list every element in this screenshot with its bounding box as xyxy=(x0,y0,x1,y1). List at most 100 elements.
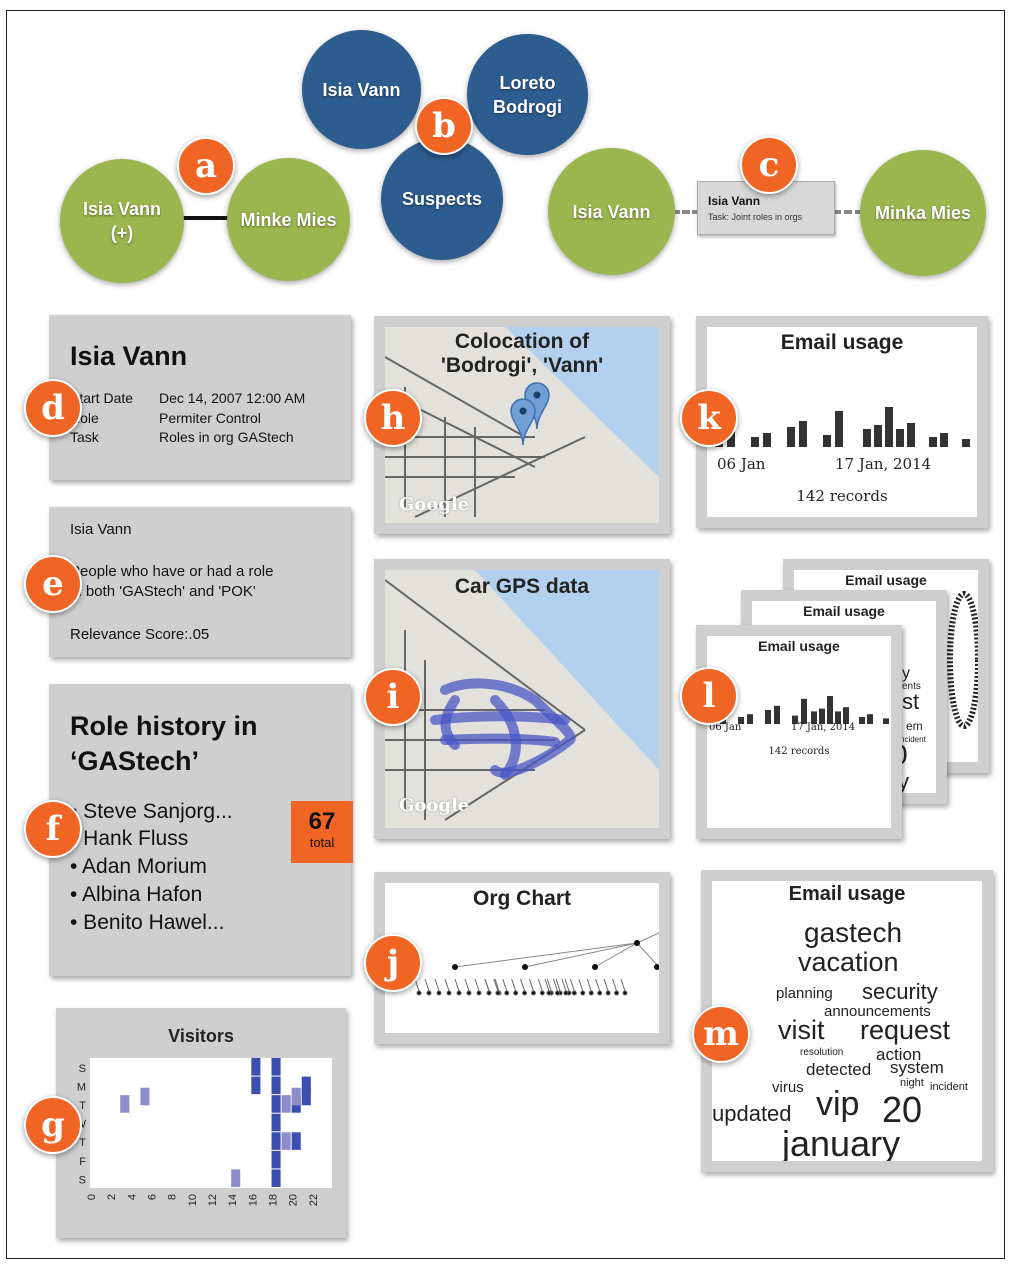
row-value-start: Dec 14, 2007 12:00 AM xyxy=(159,390,306,406)
car-gps-tile-i[interactable]: Google Car GPS data xyxy=(374,559,670,839)
heatmap-cell xyxy=(251,1076,261,1095)
org-leaf-edge xyxy=(569,978,575,992)
node-isia-vann-a[interactable]: Isia Vann (+) xyxy=(60,159,184,283)
email-usage-tile-k[interactable]: Email usage 06 Jan 17 Jan, 2014 142 reco… xyxy=(696,316,988,528)
heatmap-cell xyxy=(271,1076,281,1095)
day-label: T xyxy=(79,1137,86,1149)
email-bar xyxy=(883,718,889,724)
cloud-word: virus xyxy=(772,1079,804,1096)
gps-track xyxy=(430,678,576,780)
badge-d: d xyxy=(24,379,82,437)
cloud-word: incident xyxy=(930,1081,968,1093)
total-label: total xyxy=(309,835,335,850)
role-history-card-f[interactable]: Role history in ‘GAStech’ • Steve Sanjor… xyxy=(49,684,353,976)
email-bar xyxy=(940,433,948,447)
email-bar xyxy=(747,714,753,724)
org-leaf-node xyxy=(605,990,611,996)
k-title: Email usage xyxy=(780,331,904,354)
org-leaf-edge xyxy=(511,978,517,992)
f-item[interactable]: • Benito Hawel... xyxy=(70,911,225,934)
org-leaf-edge xyxy=(537,978,543,992)
org-leaf-edge xyxy=(552,978,558,992)
email-usage-stack-front[interactable]: Email usage 06 Jan 17 Jan, 2014 142 reco… xyxy=(696,625,902,839)
badge-m: m xyxy=(692,1005,750,1063)
email-bar xyxy=(835,411,843,447)
org-leaf-edge xyxy=(561,978,567,992)
edge-label-box-c[interactable]: Isia Vann Task: Joint roles in orgs xyxy=(697,181,835,235)
cloud-word: updated xyxy=(712,1101,792,1126)
node-suspects-b[interactable]: Suspects xyxy=(381,138,503,260)
word-cloud-area: Email usage gastech vacation planning se… xyxy=(712,881,982,1161)
k-date-end: 17 Jan, 2014 xyxy=(835,455,932,473)
org-leaf-node xyxy=(563,990,569,996)
email-bar xyxy=(801,698,807,724)
email-bar xyxy=(811,711,817,724)
colocation-map-tile-h[interactable]: Google Colocation of 'Bodrogi', 'Vann' xyxy=(374,316,670,534)
badge-f: f xyxy=(24,800,82,858)
peek-word: ents xyxy=(902,681,921,692)
heatmap-cell xyxy=(120,1095,130,1113)
node-isia-vann-b[interactable]: Isia Vann xyxy=(302,30,421,149)
cloud-word: visit xyxy=(778,1015,825,1045)
hour-label: 14 xyxy=(227,1194,239,1206)
edge-dash-right-c xyxy=(833,210,863,214)
f-item[interactable]: • Adan Morium xyxy=(70,855,207,878)
org-leaf-edge xyxy=(603,978,609,992)
heatmap-cell xyxy=(291,1087,301,1106)
org-leaf-node xyxy=(597,990,603,996)
badge-b: b xyxy=(415,97,473,155)
org-leaf-node xyxy=(522,990,528,996)
l-title-back: Email usage xyxy=(845,572,927,588)
org-leaf-edge xyxy=(444,978,450,992)
cloud-word: security xyxy=(862,979,938,1004)
k-date-start: 06 Jan xyxy=(717,455,766,473)
email-bar xyxy=(827,696,833,724)
node-loreto-bodrogi-b[interactable]: Loreto Bodrogi xyxy=(467,34,588,155)
edge-label-task: Task: Joint roles in orgs xyxy=(708,212,803,222)
e-line2: in both 'GAStech' and 'POK' xyxy=(70,583,256,600)
hour-label: 12 xyxy=(207,1194,219,1206)
email-bar xyxy=(774,705,780,724)
org-leaf-node xyxy=(476,990,482,996)
org-leaf-edge xyxy=(546,978,552,992)
person-card-d[interactable]: Isia Vann Start Date Dec 14, 2007 12:00 … xyxy=(49,315,351,480)
email-bar xyxy=(874,425,882,447)
m-title: Email usage xyxy=(788,883,906,905)
heatmap-cell xyxy=(231,1169,241,1187)
hour-label: 0 xyxy=(86,1194,98,1200)
node-minke-mies-a[interactable]: Minke Mies xyxy=(227,158,350,281)
badge-k: k xyxy=(680,389,738,447)
email-usage-area: Email usage 06 Jan 17 Jan, 2014 142 reco… xyxy=(707,327,977,517)
badge-j: j xyxy=(364,934,422,992)
edge-line-a xyxy=(180,216,235,220)
node-isia-vann-c[interactable]: Isia Vann xyxy=(548,148,675,275)
f-item[interactable]: • Hank Fluss xyxy=(70,827,189,850)
l-date-start: 06 Jan xyxy=(709,722,742,733)
heatmap-cell xyxy=(291,1132,301,1150)
map-area: Google xyxy=(385,327,659,523)
day-label: M xyxy=(77,1082,86,1094)
map-pin-icon xyxy=(510,382,550,446)
hour-label: 22 xyxy=(308,1194,320,1206)
e-line1: People who have or had a role xyxy=(70,563,274,580)
peek-word: em xyxy=(906,719,923,733)
heatmap-cell xyxy=(140,1087,150,1106)
org-leaf-edge xyxy=(474,978,480,992)
relevance-card-e[interactable]: Isia Vann People who have or had a role … xyxy=(49,507,351,657)
j-title: Org Chart xyxy=(472,887,571,910)
row-value-task: Roles in org GAStech xyxy=(159,429,294,445)
map-watermark: Google xyxy=(399,795,470,816)
hour-label: 18 xyxy=(268,1194,280,1206)
email-bar xyxy=(962,439,970,447)
org-leaf-node xyxy=(426,990,432,996)
org-chart-tile-j[interactable]: Org Chart xyxy=(374,872,670,1044)
node-minka-mies-c[interactable]: Minka Mies xyxy=(860,150,986,276)
org-leaf-node xyxy=(554,990,560,996)
email-bar xyxy=(751,437,759,447)
f-item[interactable]: • Steve Sanjorg... xyxy=(70,800,233,823)
email-word-cloud-tile-m[interactable]: Email usage gastech vacation planning se… xyxy=(701,870,993,1172)
node-label-line2: Bodrogi xyxy=(493,96,562,117)
org-leaf-node xyxy=(539,990,545,996)
f-item[interactable]: • Albina Hafon xyxy=(70,883,203,906)
